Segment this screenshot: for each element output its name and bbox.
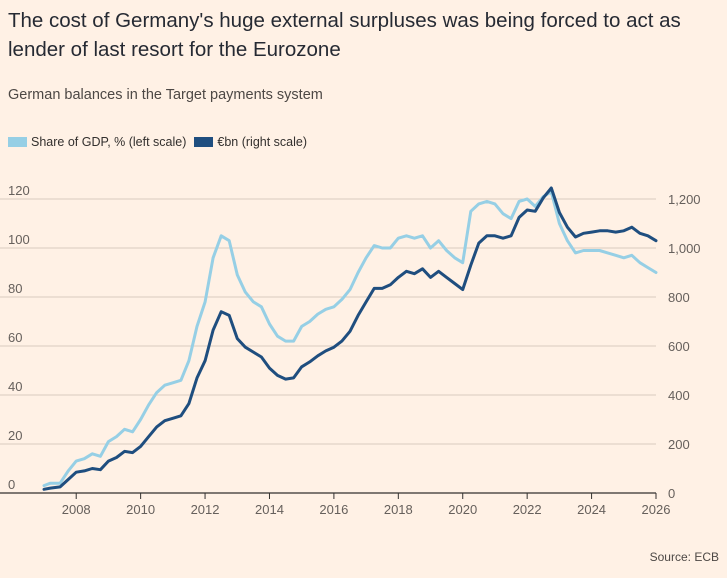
legend-item-eur-bn: €bn (right scale) bbox=[194, 135, 307, 149]
x-tick-label: 2014 bbox=[255, 502, 284, 517]
y-left-tick-label: 20 bbox=[8, 428, 22, 443]
y-right-tick-label: 800 bbox=[668, 290, 690, 305]
legend: Share of GDP, % (left scale) €bn (right … bbox=[8, 135, 315, 149]
y-left-tick-label: 0 bbox=[8, 477, 15, 492]
y-right-tick-label: 1,000 bbox=[668, 241, 701, 256]
x-tick-label: 2010 bbox=[126, 502, 155, 517]
y-right-tick-label: 200 bbox=[668, 437, 690, 452]
x-tick-label: 2026 bbox=[642, 502, 671, 517]
legend-swatch-eur-bn bbox=[194, 137, 214, 147]
y-left-tick-label: 120 bbox=[8, 183, 30, 198]
chart-subtitle: German balances in the Target payments s… bbox=[8, 87, 323, 103]
y-right-tick-label: 1,200 bbox=[668, 192, 701, 207]
y-left-tick-label: 60 bbox=[8, 330, 22, 345]
x-tick-label: 2024 bbox=[577, 502, 606, 517]
series-line-eur-bn bbox=[42, 186, 658, 491]
y-left-tick-label: 40 bbox=[8, 379, 22, 394]
x-tick-label: 2018 bbox=[384, 502, 413, 517]
y-left-tick-label: 80 bbox=[8, 281, 22, 296]
y-right-tick-label: 600 bbox=[668, 339, 690, 354]
y-right-tick-label: 0 bbox=[668, 486, 675, 501]
x-tick-label: 2008 bbox=[62, 502, 91, 517]
legend-item-share-gdp: Share of GDP, % (left scale) bbox=[8, 135, 186, 149]
source-note: Source: ECB bbox=[649, 550, 719, 564]
y-left-tick-label: 100 bbox=[8, 232, 30, 247]
x-tick-label: 2012 bbox=[191, 502, 220, 517]
x-tick-label: 2020 bbox=[448, 502, 477, 517]
series-line-share-gdp bbox=[42, 190, 658, 488]
y-right-tick-label: 400 bbox=[668, 388, 690, 403]
x-tick-label: 2016 bbox=[319, 502, 348, 517]
legend-label-eur-bn: €bn (right scale) bbox=[217, 135, 308, 149]
legend-swatch-share-gdp bbox=[8, 137, 27, 147]
legend-label-share-gdp: Share of GDP, % (left scale) bbox=[31, 135, 187, 149]
chart-title: The cost of Germany's huge external surp… bbox=[8, 9, 681, 61]
x-tick-label: 2022 bbox=[513, 502, 542, 517]
